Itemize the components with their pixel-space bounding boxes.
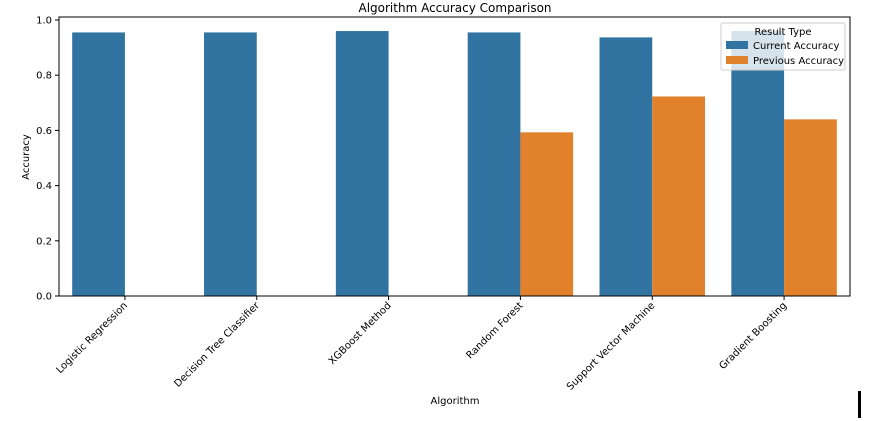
bar-current-2 <box>335 31 389 296</box>
legend-label-current: Current Accuracy <box>753 41 839 52</box>
y-tick-label: 0.4 <box>36 181 52 192</box>
bar-previous-5 <box>784 119 837 296</box>
legend-swatch-current <box>726 41 748 49</box>
x-tick-label: Logistic Regression <box>54 300 130 376</box>
bar-previous-3 <box>520 132 574 296</box>
x-tick-label: Random Forest <box>465 300 526 361</box>
x-tick-label: Gradient Boosting <box>717 300 789 372</box>
legend-title: Result Type <box>754 27 811 38</box>
y-axis: 0.0 0.2 0.4 0.6 0.8 1.0 <box>36 16 59 303</box>
bars <box>72 31 837 297</box>
plot-frame <box>58 16 851 297</box>
legend-label-previous: Previous Accuracy <box>753 56 844 67</box>
y-tick-label: 0.6 <box>36 126 52 137</box>
bar-previous-4 <box>652 96 705 297</box>
bar-current-1 <box>204 32 257 297</box>
bar-current-0 <box>72 32 125 297</box>
x-axis: Logistic Regression Decision Tree Classif… <box>54 296 789 393</box>
x-tick-label: Decision Tree Classifier <box>172 300 262 390</box>
legend: Result Type Current Accuracy Previous Ac… <box>720 22 846 71</box>
x-axis-label: Algorithm <box>431 396 480 407</box>
y-axis-label: Accuracy <box>21 134 32 180</box>
y-tick-label: 1.0 <box>36 16 52 27</box>
y-tick-label: 0.2 <box>36 236 52 247</box>
legend-swatch-previous <box>726 56 748 64</box>
bar-current-3 <box>467 32 521 297</box>
legend-box <box>720 22 846 71</box>
x-tick-label: Support Vector Machine <box>565 300 657 392</box>
y-tick-label: 0.0 <box>36 292 52 303</box>
bar-current-5 <box>731 31 785 296</box>
bar-current-4 <box>599 37 653 296</box>
text-cursor <box>858 391 861 418</box>
x-tick-label: XGBoost Method <box>327 300 394 367</box>
chart-title: Algorithm Accuracy Comparison <box>358 1 551 15</box>
y-tick-label: 0.8 <box>36 71 52 82</box>
